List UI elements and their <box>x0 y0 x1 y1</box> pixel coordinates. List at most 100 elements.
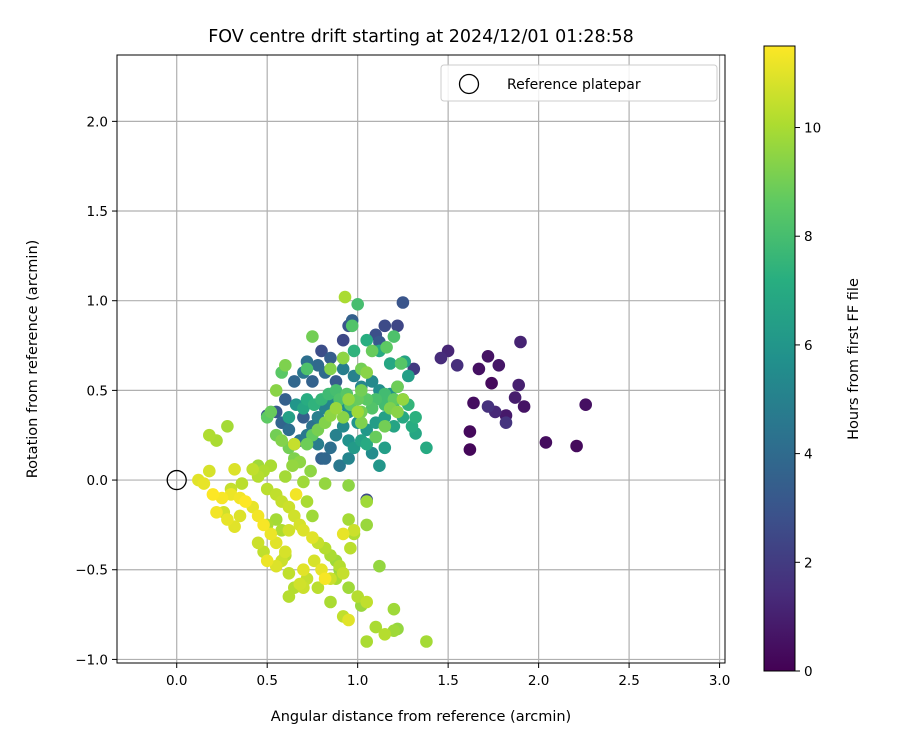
data-point <box>311 437 325 451</box>
data-point <box>306 509 319 523</box>
data-point <box>286 459 299 473</box>
data-point <box>324 351 337 365</box>
data-point <box>264 527 278 541</box>
data-point <box>297 563 310 576</box>
colorbar: 0 2 4 6 8 10 Hours from first FF file <box>763 45 862 680</box>
data-point <box>360 366 374 379</box>
colorbar-tick-label: 0 <box>804 664 813 680</box>
data-point <box>333 459 346 473</box>
data-point <box>324 441 337 455</box>
data-point <box>360 635 374 648</box>
data-point <box>481 350 495 363</box>
colorbar-tick-label: 8 <box>804 229 813 245</box>
data-point <box>467 396 480 410</box>
data-point <box>492 359 506 372</box>
data-point <box>409 411 422 424</box>
x-tick-label: 0.5 <box>256 673 277 689</box>
data-point <box>351 405 365 419</box>
y-tick-label: 1.5 <box>87 204 108 220</box>
data-point <box>311 581 325 594</box>
data-point <box>264 405 278 419</box>
data-point <box>235 477 249 490</box>
data-point <box>306 330 319 343</box>
data-points <box>192 290 592 648</box>
data-point <box>282 423 296 437</box>
data-point <box>378 441 392 455</box>
y-tick-label: 1.0 <box>87 294 108 310</box>
data-point <box>336 420 350 433</box>
data-point <box>304 464 317 478</box>
data-point <box>288 437 301 451</box>
y-tick-label: 0.5 <box>87 383 108 399</box>
legend: Reference platepar <box>440 64 718 102</box>
data-point <box>387 602 401 616</box>
data-point <box>345 319 359 333</box>
data-point <box>297 411 310 424</box>
data-point <box>210 506 223 519</box>
data-point <box>260 554 274 568</box>
legend-entry-reference: Reference platepar <box>507 77 641 93</box>
data-point <box>369 430 383 444</box>
reference-marker <box>166 469 187 491</box>
x-tick-label: 2.0 <box>528 673 549 689</box>
data-point <box>499 416 513 430</box>
data-point <box>297 524 310 537</box>
data-point <box>246 463 259 476</box>
data-point <box>351 298 365 311</box>
legend-reference-marker <box>458 73 480 95</box>
data-point <box>282 411 296 424</box>
data-point <box>297 475 310 489</box>
data-point <box>329 375 343 388</box>
data-point <box>373 459 386 473</box>
data-point <box>293 577 307 591</box>
data-point <box>336 411 350 424</box>
data-point <box>342 393 355 406</box>
data-point <box>347 344 361 358</box>
data-point <box>251 509 265 523</box>
data-point <box>434 351 448 365</box>
data-point <box>420 441 433 455</box>
y-axis-ticks: −1.0 −0.5 0.0 0.5 1.0 1.5 2.0 <box>75 114 117 668</box>
data-point <box>221 513 234 526</box>
x-axis-label: Angular distance from reference (arcmin) <box>271 709 571 725</box>
y-axis-label: Rotation from reference (arcmin) <box>25 240 41 479</box>
data-point <box>329 402 343 415</box>
data-point <box>396 296 410 309</box>
colorbar-tick-label: 10 <box>804 121 821 137</box>
data-point <box>203 464 216 478</box>
data-point <box>288 509 301 523</box>
data-point <box>360 495 374 508</box>
data-point <box>282 524 296 537</box>
data-point <box>360 595 374 609</box>
y-tick-label: −1.0 <box>75 652 108 668</box>
x-tick-label: 1.5 <box>437 673 458 689</box>
data-point <box>289 488 303 501</box>
colorbar-tick-label: 2 <box>804 555 813 571</box>
data-point <box>279 393 292 406</box>
data-point <box>380 341 393 354</box>
data-point <box>306 531 319 544</box>
data-point <box>355 384 368 397</box>
data-point <box>336 527 350 541</box>
data-point <box>391 405 404 419</box>
data-point <box>206 488 220 501</box>
data-point <box>300 437 314 451</box>
data-point <box>378 420 392 433</box>
data-point <box>342 581 355 594</box>
data-point <box>318 477 332 490</box>
data-point <box>282 567 296 580</box>
data-point <box>391 319 404 333</box>
data-point <box>514 335 527 349</box>
data-point <box>279 470 292 483</box>
data-point <box>342 452 355 465</box>
data-point <box>342 513 355 526</box>
data-point <box>279 545 292 559</box>
data-point <box>300 495 314 508</box>
legend-box <box>440 64 718 102</box>
data-point <box>197 477 211 490</box>
data-point <box>318 452 332 465</box>
data-point <box>387 330 401 343</box>
data-point <box>288 375 301 388</box>
data-point <box>347 524 361 537</box>
data-point <box>221 420 234 433</box>
